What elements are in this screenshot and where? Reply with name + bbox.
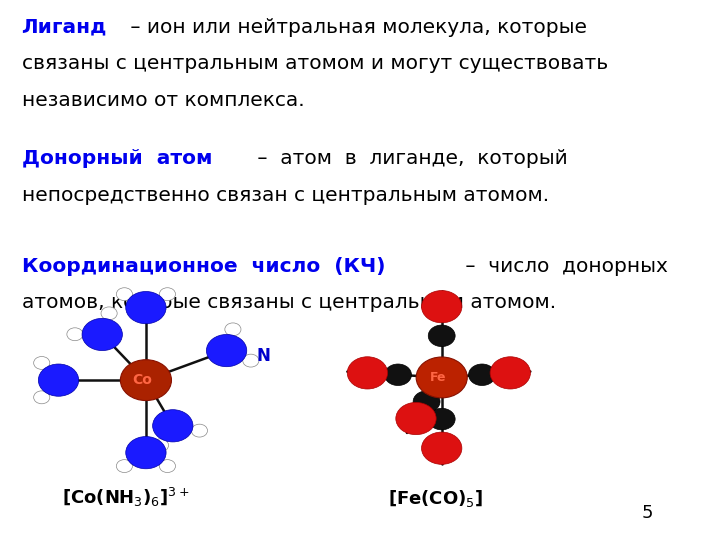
Text: атомов, которые связаны с центральным атомом.: атомов, которые связаны с центральным ат… (22, 293, 556, 312)
Circle shape (421, 432, 462, 464)
Circle shape (38, 364, 78, 396)
Circle shape (384, 364, 411, 386)
Circle shape (396, 402, 436, 435)
Text: независимо от комплекса.: независимо от комплекса. (22, 91, 304, 110)
Circle shape (67, 328, 83, 341)
Circle shape (416, 357, 467, 398)
Text: –  атом  в  лиганде,  который: – атом в лиганде, который (251, 149, 568, 168)
Text: 5: 5 (642, 504, 654, 523)
Text: Донорный  атом: Донорный атом (22, 149, 212, 168)
Text: Координационное  число  (КЧ): Координационное число (КЧ) (22, 256, 385, 275)
Circle shape (413, 391, 440, 413)
Circle shape (153, 439, 168, 452)
Circle shape (225, 323, 241, 336)
Circle shape (126, 436, 166, 469)
Text: Лиганд: Лиганд (22, 17, 107, 37)
Circle shape (101, 307, 117, 320)
Circle shape (490, 357, 531, 389)
Circle shape (428, 408, 455, 430)
Circle shape (34, 356, 50, 369)
Text: O: O (505, 366, 520, 384)
Circle shape (207, 334, 247, 367)
Circle shape (243, 354, 259, 367)
Circle shape (347, 357, 387, 389)
Text: – ион или нейтральная молекула, которые: – ион или нейтральная молекула, которые (125, 17, 588, 37)
Circle shape (192, 424, 207, 437)
Circle shape (117, 460, 132, 472)
Text: связаны с центральным атомом и могут существовать: связаны с центральным атомом и могут сущ… (22, 54, 608, 73)
Text: Fe: Fe (430, 371, 446, 384)
Text: Co: Co (132, 373, 153, 387)
Circle shape (126, 292, 166, 323)
Circle shape (159, 288, 176, 301)
Circle shape (469, 364, 495, 386)
Circle shape (421, 291, 462, 323)
Text: [Fe(CO)$_5$]: [Fe(CO)$_5$] (388, 488, 483, 509)
Text: –  число  донорных: – число донорных (459, 256, 668, 275)
Circle shape (153, 410, 193, 442)
Circle shape (120, 360, 171, 401)
Text: N: N (257, 347, 271, 365)
Text: C: C (477, 366, 489, 384)
Circle shape (159, 460, 176, 472)
Circle shape (34, 391, 50, 404)
Circle shape (428, 325, 455, 347)
Circle shape (117, 288, 132, 301)
Text: непосредственно связан с центральным атомом.: непосредственно связан с центральным ато… (22, 186, 549, 205)
Circle shape (82, 319, 122, 350)
Text: [Co(NH$_3$)$_6$]$^{3+}$: [Co(NH$_3$)$_6$]$^{3+}$ (62, 486, 189, 509)
